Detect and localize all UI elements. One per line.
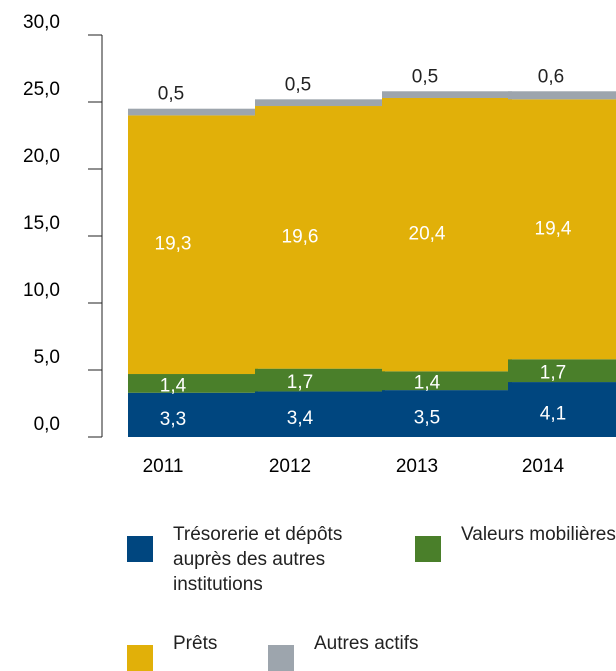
bar-segment <box>382 97 512 372</box>
x-tick-label: 2013 <box>396 456 438 477</box>
value-label: 19,3 <box>155 234 192 255</box>
value-label: 1,7 <box>540 363 566 384</box>
x-tick-label: 2014 <box>522 456 565 477</box>
bar-segment <box>255 106 385 369</box>
value-label: 0,5 <box>412 66 438 87</box>
bar-segment <box>508 99 616 360</box>
value-label: 0,5 <box>158 84 184 105</box>
value-label: 1,7 <box>287 372 313 393</box>
bar-segment <box>255 368 385 392</box>
bar-segment <box>255 99 385 107</box>
y-tick-label: 30,0 <box>23 12 60 33</box>
bar-segment <box>128 115 258 375</box>
bar-segment <box>508 382 616 437</box>
value-label: 1,4 <box>414 373 441 394</box>
value-label: 19,6 <box>282 226 319 247</box>
x-tick-label: 2012 <box>269 456 311 477</box>
bar-segment <box>508 91 616 100</box>
bar-segment <box>255 391 385 437</box>
value-label: 19,4 <box>535 218 572 239</box>
y-tick-label: 25,0 <box>23 79 60 100</box>
y-tick-label: 0,0 <box>34 414 60 435</box>
bar-segment <box>128 392 258 437</box>
bar-segment <box>382 390 512 437</box>
y-tick-label: 15,0 <box>23 213 60 234</box>
value-label: 3,3 <box>160 409 186 430</box>
value-label: 3,5 <box>414 408 440 429</box>
x-tick-label: 2011 <box>143 456 184 477</box>
value-label: 4,1 <box>540 404 566 425</box>
bar-segment <box>382 91 512 98</box>
y-tick-label: 10,0 <box>23 280 60 301</box>
value-label: 1,4 <box>160 375 187 396</box>
y-tick-label: 20,0 <box>23 146 60 167</box>
value-label: 3,4 <box>287 408 314 429</box>
bar-segment <box>128 374 258 393</box>
bar-segment <box>128 108 258 116</box>
y-tick-label: 5,0 <box>34 347 60 368</box>
bar-segment <box>508 359 616 383</box>
value-label: 0,6 <box>538 66 564 87</box>
bar-segment <box>382 371 512 391</box>
value-label: 0,5 <box>285 74 311 95</box>
value-label: 20,4 <box>409 224 446 245</box>
